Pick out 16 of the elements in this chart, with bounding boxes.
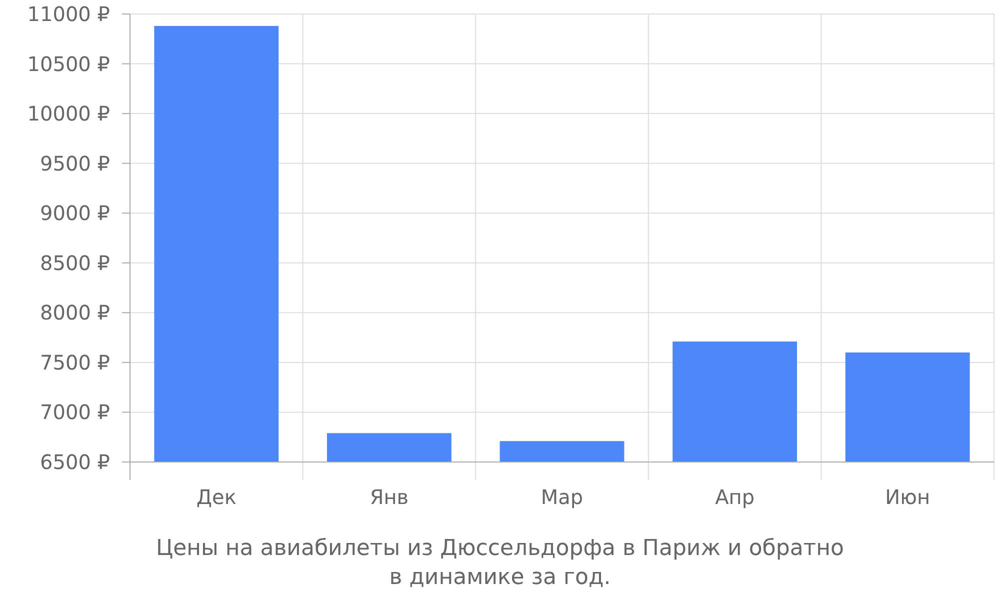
y-tick-label: 10500 ₽: [27, 52, 110, 76]
x-tick-label: Апр: [715, 485, 755, 509]
x-tick-label: Мар: [540, 485, 584, 509]
x-tick-label: Дек: [196, 485, 236, 509]
y-tick-label: 9500 ₽: [40, 151, 110, 176]
y-tick-label: 10000 ₽: [27, 102, 110, 126]
y-tick-label: 11000 ₽: [27, 2, 110, 26]
y-tick-label: 7000 ₽: [40, 400, 110, 424]
y-tick-label: 9000 ₽: [40, 201, 110, 226]
y-tick-label: 8500 ₽: [40, 250, 110, 275]
y-tick-label: 6500 ₽: [40, 450, 110, 474]
y-tick-label: 8000 ₽: [40, 300, 110, 325]
x-tick-label: Янв: [370, 485, 409, 509]
x-tick-label: Июн: [885, 485, 930, 509]
y-tick-label: 7500 ₽: [40, 350, 110, 374]
text: Цены на авиабилеты из Дюссельдорфа в Париж и обратно в динамике за год.: [156, 536, 844, 590]
